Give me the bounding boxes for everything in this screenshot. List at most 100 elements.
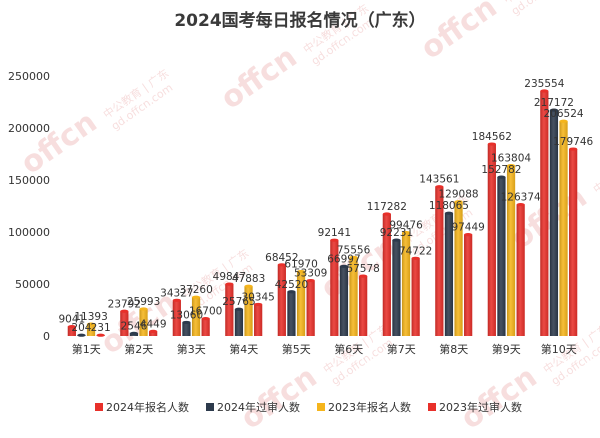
data-label: 9041: [58, 314, 85, 326]
legend-swatch: [206, 403, 214, 411]
bar-cap: [454, 200, 463, 204]
bar-shade: [401, 232, 411, 336]
bar-shade: [244, 286, 253, 336]
bar-shade: [254, 304, 263, 336]
bar-shade: [339, 266, 349, 336]
chart-title: 2024国考每日报名情况（广东）: [174, 10, 425, 31]
data-label: 34327: [160, 287, 193, 299]
x-tick-label: 第6天: [334, 342, 363, 356]
bar-shade: [411, 258, 420, 336]
x-tick-label: 第8天: [439, 342, 468, 356]
data-label: 143561: [419, 174, 459, 186]
bar-cap: [559, 119, 568, 123]
x-axis: 第1天 第2天 第3天 第4天 第5天 第6天 第7天 第8天 第9天 第10天: [72, 342, 577, 356]
bar-shade: [330, 240, 339, 336]
data-label: 4449: [140, 318, 167, 330]
legend-swatch: [428, 403, 436, 411]
legend-label: 2024年报名人数: [106, 400, 189, 414]
bar-cap: [296, 269, 306, 274]
legend-label: 2023年过审人数: [439, 400, 522, 414]
bar-shade: [86, 324, 96, 336]
data-label: 25993: [127, 296, 160, 308]
bar-cap: [444, 211, 454, 215]
bar-shade: [549, 110, 559, 337]
data-label: 68452: [265, 252, 298, 264]
x-tick-label: 第4天: [229, 342, 258, 356]
legend-item: 2024年过审人数: [206, 400, 300, 414]
y-tick-label: 0: [43, 330, 50, 343]
watermark-brand: offcn: [235, 360, 324, 437]
bar-shade: [435, 186, 444, 336]
data-label: 126374: [501, 192, 541, 204]
bar-cap: [139, 307, 148, 311]
bar-shade: [464, 234, 473, 336]
y-tick-label: 150000: [8, 174, 50, 187]
bar-cap: [382, 212, 391, 216]
y-tick-label: 200000: [8, 122, 50, 135]
x-tick-label: 第5天: [282, 342, 311, 356]
legend-swatch: [317, 403, 325, 411]
bar-cap: [96, 333, 105, 337]
bar-shade: [382, 214, 391, 336]
bar-cap: [401, 230, 411, 235]
data-label: 97449: [451, 222, 484, 234]
bar-cap: [182, 320, 191, 325]
legend-label: 2024年过审人数: [217, 400, 300, 414]
bar-shade: [487, 144, 496, 336]
bar-cap: [392, 238, 401, 242]
bar-cap: [86, 322, 96, 326]
bar-shade: [225, 284, 234, 336]
data-label: 184562: [472, 131, 512, 143]
bar-shade: [392, 240, 401, 336]
data-label: 204: [71, 322, 91, 334]
bar-cap: [506, 164, 516, 168]
data-label: 99476: [389, 220, 423, 232]
data-label: 217172: [534, 97, 574, 109]
bar-shade: [497, 177, 506, 336]
bar-cap: [516, 202, 525, 207]
bar-cap: [201, 317, 210, 321]
legend-label: 2023年报名人数: [328, 400, 411, 414]
x-tick-label: 第9天: [492, 342, 521, 356]
data-label: 74722: [399, 245, 432, 257]
bar-cap: [254, 302, 263, 307]
bar-cap: [540, 89, 549, 93]
bar-cap: [287, 290, 296, 294]
x-tick-label: 第10天: [541, 342, 577, 356]
bar-cap: [411, 256, 420, 260]
bar-shade: [359, 276, 368, 336]
bar-shade: [182, 322, 191, 336]
data-label: 118065: [429, 200, 469, 212]
data-label: 30345: [241, 291, 274, 303]
bar-cap: [149, 329, 158, 333]
bar-cap: [120, 309, 129, 313]
bar-cap: [549, 108, 559, 112]
bar-cap: [225, 282, 234, 286]
data-label: 47883: [232, 273, 265, 285]
legend-item: 2023年过审人数: [428, 400, 522, 414]
data-label: 129088: [439, 189, 479, 201]
data-label: 49847: [213, 271, 246, 283]
watermark-brand: offcn: [415, 0, 504, 67]
data-label: 37260: [179, 284, 212, 296]
bar-shade: [444, 213, 454, 336]
data-label: 163804: [491, 153, 531, 165]
bar-shade: [506, 165, 516, 336]
bar-shade: [120, 311, 129, 336]
x-tick-label: 第3天: [177, 342, 206, 356]
bar-cap: [244, 284, 253, 288]
x-tick-label: 第1天: [72, 342, 101, 356]
bar-shade: [296, 271, 306, 336]
bar-shade: [234, 309, 244, 336]
bar-cap: [191, 295, 201, 299]
data-label: 13060: [170, 309, 203, 321]
watermark-brand: offcn: [215, 40, 304, 117]
bar-shade: [569, 149, 578, 336]
data-label: 235554: [524, 78, 564, 90]
bar-shade: [139, 308, 148, 336]
bar-cap: [67, 324, 76, 329]
y-tick-label: 50000: [15, 278, 50, 291]
data-label: 92141: [318, 227, 351, 239]
bar-cap: [306, 278, 315, 283]
